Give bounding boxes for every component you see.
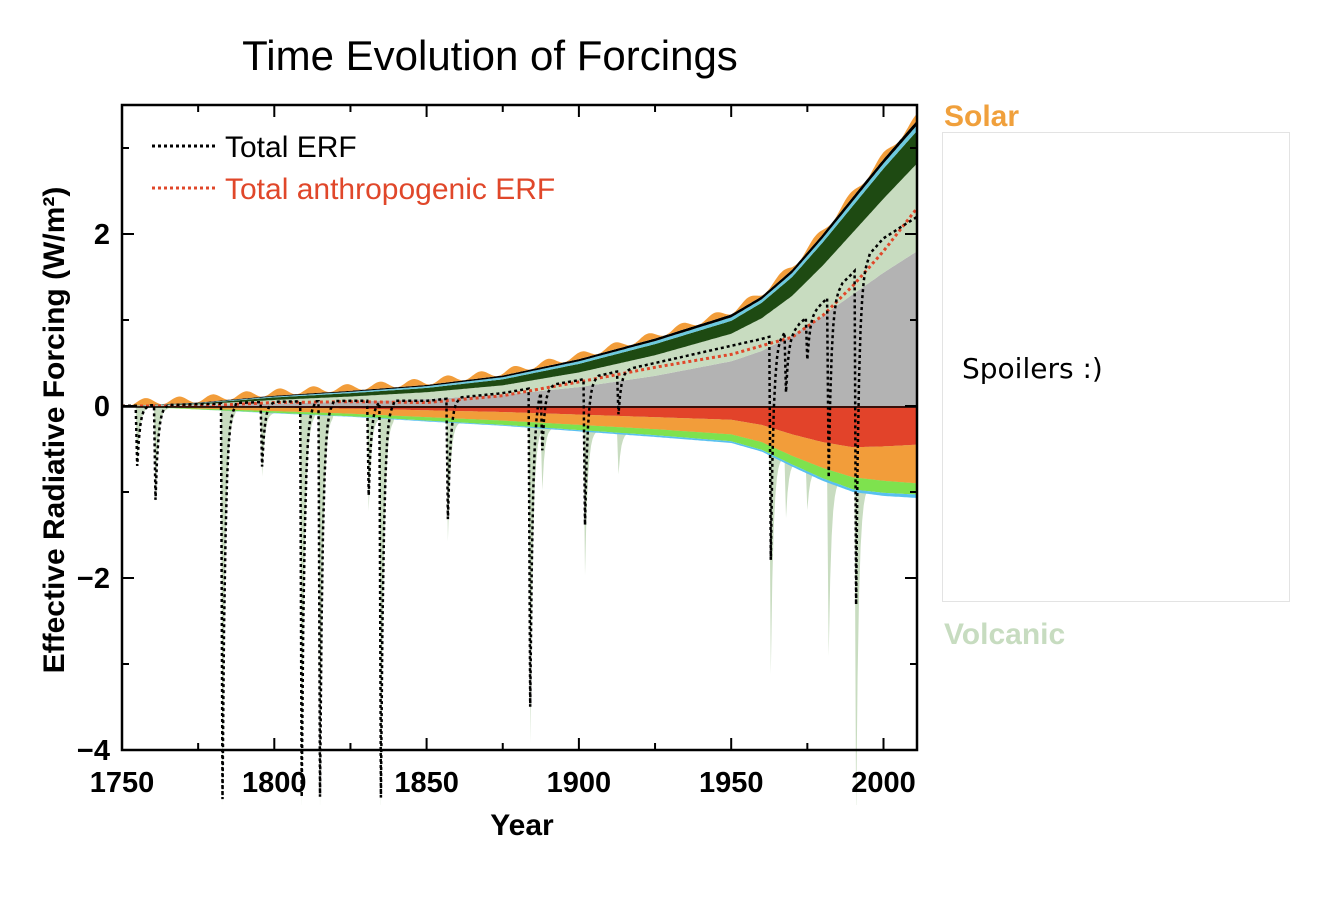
- solar-label: Solar: [944, 100, 1019, 133]
- negative-stack-area-0: [122, 406, 917, 448]
- y-tick-label: −2: [77, 563, 110, 595]
- x-tick-label: 1900: [547, 767, 612, 799]
- x-tick-label: 1950: [699, 767, 764, 799]
- legend-label-anthropogenic-erf: Total anthropogenic ERF: [225, 173, 555, 206]
- negative-stack-area-2: [122, 406, 917, 495]
- y-axis-label: Effective Radiative Forcing (W/m²): [38, 187, 71, 674]
- x-tick-label: 1800: [242, 767, 307, 799]
- stacked-areas: [122, 113, 917, 805]
- positive-stack-area-0: [122, 251, 917, 406]
- negative-stack-area-1: [122, 406, 917, 484]
- plot-frame: [120, 103, 919, 752]
- chart-title: Time Evolution of Forcings: [242, 32, 738, 79]
- x-tick-label: 2000: [851, 767, 916, 799]
- positive-stack-area-2: [122, 130, 917, 407]
- y-tick-label: 0: [94, 391, 110, 423]
- x-axis-label: Year: [490, 809, 554, 842]
- positive-stack-area-1: [122, 163, 917, 406]
- total-anthropogenic-erf-line: [122, 207, 917, 408]
- spoiler-text: Spoilers :): [962, 352, 1103, 385]
- legend: Total ERF Total anthropogenic ERF: [152, 131, 555, 206]
- y-tick-label: −4: [77, 735, 110, 767]
- x-tick-label: 1750: [90, 767, 155, 799]
- axes: 1750 1800 1850 1900 1950 2000 2 0 −2 −4: [77, 105, 917, 799]
- y-tick-label: 2: [94, 219, 110, 251]
- spoiler-box: [942, 132, 1290, 602]
- x-tick-label: 1850: [394, 767, 459, 799]
- volcanic-label: Volcanic: [944, 618, 1065, 651]
- series-lines: [122, 207, 917, 800]
- legend-label-total-erf: Total ERF: [225, 131, 357, 164]
